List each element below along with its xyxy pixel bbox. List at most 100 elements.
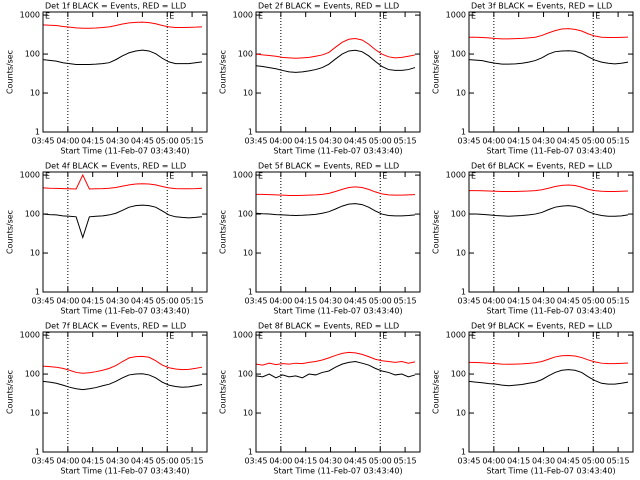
x-tick-label: 03:45 xyxy=(31,297,54,306)
x-axis-label: Start Time (11-Feb-07 03:43:40) xyxy=(60,467,189,476)
series-line xyxy=(469,354,629,365)
x-tick-label: 04:15 xyxy=(81,457,104,466)
series-line xyxy=(43,49,203,65)
series-line xyxy=(43,173,203,190)
x-tick-label: 04:00 xyxy=(269,457,292,466)
y-tick-label: 1 xyxy=(35,288,40,297)
chart-title: Det 2f BLACK = Events, RED = LLD xyxy=(258,2,399,11)
y-tick-label: 1000 xyxy=(233,171,253,180)
y-tick-label: 1000 xyxy=(20,171,40,180)
annotation: E xyxy=(471,12,476,21)
x-tick-label: 04:30 xyxy=(319,457,342,466)
y-tick-label: 100 xyxy=(451,370,466,379)
annotation: E xyxy=(382,332,387,341)
panel: Det 1f BLACK = Events, RED = LLD Start Ti… xyxy=(6,2,208,156)
y-tick-label: 1 xyxy=(248,128,253,137)
panel: Det 3f BLACK = Events, RED = LLD Start Ti… xyxy=(432,2,634,156)
annotation: E xyxy=(45,332,50,341)
series-line xyxy=(469,205,629,217)
x-tick-label: 04:15 xyxy=(81,137,104,146)
x-tick-label: 04:45 xyxy=(557,457,580,466)
x-tick-label: 03:45 xyxy=(244,457,267,466)
series-line xyxy=(43,355,203,374)
y-tick-label: 10 xyxy=(456,249,466,258)
plot-frame xyxy=(42,11,208,133)
y-tick-label: 1 xyxy=(248,288,253,297)
annotation: E xyxy=(382,12,387,21)
x-tick-label: 04:15 xyxy=(507,297,530,306)
x-tick-label: 03:45 xyxy=(457,297,480,306)
x-axis-label: Start Time (11-Feb-07 03:43:40) xyxy=(273,467,402,476)
annotation: E xyxy=(169,172,174,181)
chart-title: Det 4f BLACK = Events, RED = LLD xyxy=(45,162,186,171)
chart-title: Det 3f BLACK = Events, RED = LLD xyxy=(471,2,612,11)
x-tick-label: 05:15 xyxy=(607,137,630,146)
panel: Det 8f BLACK = Events, RED = LLD Start Ti… xyxy=(219,322,421,476)
x-tick-label: 04:45 xyxy=(557,297,580,306)
x-tick-label: 05:00 xyxy=(582,457,605,466)
series-line xyxy=(469,28,629,40)
annotation: E xyxy=(595,172,600,181)
x-tick-label: 04:15 xyxy=(294,457,317,466)
panel: Det 4f BLACK = Events, RED = LLD Start Ti… xyxy=(6,162,208,316)
x-tick-label: 04:30 xyxy=(319,297,342,306)
plot-frame xyxy=(255,331,421,453)
x-axis-label: Start Time (11-Feb-07 03:43:40) xyxy=(60,147,189,156)
y-tick-label: 10 xyxy=(30,249,40,258)
x-tick-label: 04:00 xyxy=(482,457,505,466)
y-tick-label: 1000 xyxy=(233,331,253,340)
x-tick-label: 04:00 xyxy=(56,137,79,146)
series-line xyxy=(256,203,416,217)
x-tick-label: 04:45 xyxy=(131,137,154,146)
y-tick-label: 100 xyxy=(451,210,466,219)
y-tick-label: 10 xyxy=(30,409,40,418)
x-tick-label: 04:45 xyxy=(131,297,154,306)
x-tick-label: 04:00 xyxy=(482,137,505,146)
x-tick-label: 03:45 xyxy=(457,457,480,466)
x-tick-label: 05:15 xyxy=(394,137,417,146)
x-tick-label: 05:15 xyxy=(394,457,417,466)
plot-frame xyxy=(42,331,208,453)
y-axis-label: Counts/sec xyxy=(432,50,441,94)
x-axis-label: Start Time (11-Feb-07 03:43:40) xyxy=(486,467,615,476)
x-tick-label: 04:15 xyxy=(507,137,530,146)
y-tick-label: 10 xyxy=(456,89,466,98)
y-axis-label: Counts/sec xyxy=(219,370,228,414)
x-tick-label: 05:15 xyxy=(394,297,417,306)
panel: Det 2f BLACK = Events, RED = LLD Start Ti… xyxy=(219,2,421,156)
series-line xyxy=(256,186,416,196)
x-tick-label: 04:30 xyxy=(319,137,342,146)
series-line xyxy=(469,50,629,65)
x-axis-label: Start Time (11-Feb-07 03:43:40) xyxy=(486,147,615,156)
x-axis-label: Start Time (11-Feb-07 03:43:40) xyxy=(486,307,615,316)
y-tick-label: 1 xyxy=(35,448,40,457)
x-tick-label: 05:00 xyxy=(369,137,392,146)
annotation: E xyxy=(45,12,50,21)
x-tick-label: 04:30 xyxy=(532,457,555,466)
x-tick-label: 03:45 xyxy=(31,137,54,146)
x-tick-label: 04:15 xyxy=(294,137,317,146)
y-tick-label: 1 xyxy=(461,448,466,457)
x-tick-label: 04:30 xyxy=(106,137,129,146)
chart-title: Det 6f BLACK = Events, RED = LLD xyxy=(471,162,612,171)
y-tick-label: 100 xyxy=(238,50,253,59)
x-axis-label: Start Time (11-Feb-07 03:43:40) xyxy=(273,307,402,316)
x-tick-label: 04:45 xyxy=(131,457,154,466)
x-tick-label: 05:15 xyxy=(181,137,204,146)
x-tick-label: 04:00 xyxy=(269,297,292,306)
y-tick-label: 1000 xyxy=(20,331,40,340)
chart-title: Det 9f BLACK = Events, RED = LLD xyxy=(471,322,612,331)
x-axis-label: Start Time (11-Feb-07 03:43:40) xyxy=(60,307,189,316)
series-line xyxy=(469,184,629,193)
annotation: E xyxy=(595,12,600,21)
plot-frame xyxy=(468,171,634,293)
y-tick-label: 1000 xyxy=(446,171,466,180)
x-tick-label: 05:15 xyxy=(607,457,630,466)
y-axis-label: Counts/sec xyxy=(432,370,441,414)
x-tick-label: 05:00 xyxy=(156,137,179,146)
panel: Det 9f BLACK = Events, RED = LLD Start Ti… xyxy=(432,322,634,476)
y-tick-label: 1000 xyxy=(233,11,253,20)
annotation: E xyxy=(258,332,263,341)
